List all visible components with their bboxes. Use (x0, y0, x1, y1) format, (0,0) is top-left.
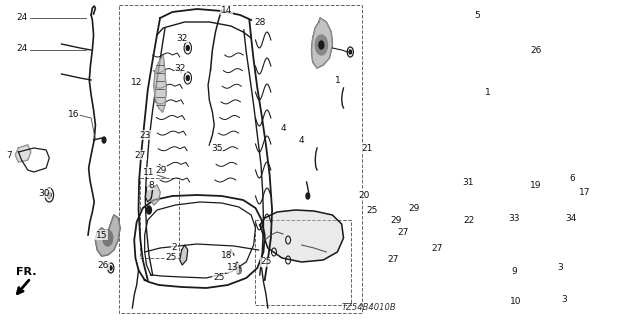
Text: 27: 27 (134, 150, 146, 159)
Text: 34: 34 (566, 213, 577, 222)
Polygon shape (145, 184, 153, 202)
Text: 35: 35 (211, 143, 223, 153)
Polygon shape (260, 210, 344, 262)
Polygon shape (520, 272, 541, 298)
Text: 16: 16 (68, 109, 79, 118)
Circle shape (316, 35, 328, 55)
Text: 24: 24 (16, 44, 27, 52)
Polygon shape (180, 245, 188, 265)
Text: 21: 21 (361, 143, 372, 153)
Text: 18: 18 (221, 251, 232, 260)
Text: 8: 8 (148, 180, 154, 189)
Polygon shape (15, 145, 31, 162)
Text: 27: 27 (387, 255, 399, 265)
Text: 29: 29 (408, 204, 419, 212)
Polygon shape (551, 295, 577, 320)
Text: 24: 24 (16, 12, 27, 21)
Text: 26: 26 (530, 45, 541, 54)
Text: 10: 10 (510, 298, 522, 307)
FancyBboxPatch shape (502, 183, 572, 285)
Bar (502, 178, 574, 290)
Bar (119, 5, 362, 313)
Text: 19: 19 (530, 180, 541, 189)
Circle shape (306, 193, 310, 199)
Text: 25: 25 (213, 274, 224, 283)
Text: 12: 12 (131, 77, 142, 86)
Text: 33: 33 (508, 213, 520, 222)
Circle shape (569, 187, 576, 199)
Circle shape (580, 200, 588, 212)
Text: 32: 32 (175, 63, 186, 73)
Text: 17: 17 (579, 188, 591, 196)
Circle shape (47, 192, 51, 198)
Polygon shape (154, 55, 166, 112)
Text: 26: 26 (98, 260, 109, 269)
Text: 25: 25 (366, 205, 378, 214)
Text: FR.: FR. (15, 267, 36, 277)
Text: 20: 20 (358, 190, 369, 199)
Circle shape (236, 266, 241, 274)
Text: 13: 13 (227, 263, 239, 273)
Text: 31: 31 (462, 178, 474, 187)
Circle shape (186, 76, 189, 81)
Text: 1: 1 (484, 87, 490, 97)
Text: 14: 14 (221, 5, 232, 14)
Polygon shape (520, 298, 541, 320)
Text: 23: 23 (139, 131, 150, 140)
Text: 28: 28 (254, 18, 266, 27)
Text: 2: 2 (172, 243, 177, 252)
Text: 27: 27 (397, 228, 408, 236)
Text: 11: 11 (143, 167, 155, 177)
Text: 30: 30 (38, 188, 50, 197)
Text: 7: 7 (6, 150, 12, 159)
Text: 25: 25 (166, 253, 177, 262)
Text: TZ54B4010B: TZ54B4010B (342, 303, 396, 313)
Circle shape (103, 230, 113, 246)
Text: 29: 29 (391, 215, 402, 225)
Polygon shape (95, 215, 120, 256)
Circle shape (319, 41, 324, 49)
Circle shape (109, 266, 112, 270)
Text: 29: 29 (155, 165, 166, 174)
Text: 9: 9 (511, 268, 517, 276)
Text: 15: 15 (96, 230, 108, 239)
Text: 22: 22 (463, 215, 475, 225)
Polygon shape (151, 185, 160, 205)
Circle shape (349, 50, 351, 54)
Text: 27: 27 (431, 244, 443, 252)
Polygon shape (551, 268, 577, 296)
Text: 4: 4 (280, 124, 286, 132)
Text: 32: 32 (177, 34, 188, 43)
Text: 3: 3 (557, 263, 563, 273)
Text: 1: 1 (335, 76, 340, 84)
Bar (255, 220, 351, 305)
Text: 4: 4 (299, 135, 305, 145)
Circle shape (102, 137, 106, 143)
Circle shape (186, 45, 189, 51)
Bar (140, 178, 179, 258)
Text: 5: 5 (474, 11, 480, 20)
Text: 25: 25 (260, 258, 271, 267)
Polygon shape (312, 18, 332, 68)
Circle shape (147, 206, 152, 214)
Text: 6: 6 (570, 173, 575, 182)
Text: 3: 3 (561, 295, 567, 305)
